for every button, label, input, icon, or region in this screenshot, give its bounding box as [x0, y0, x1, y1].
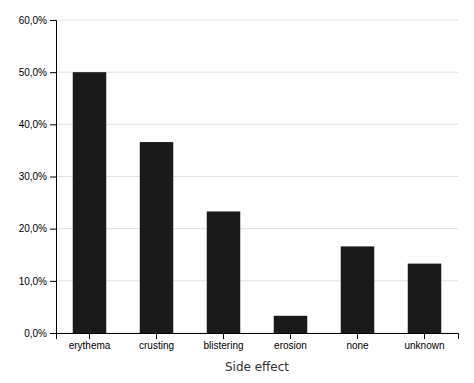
plot: 0,0% 10,0% 20,0% 30,0% 40,0% 50,0% 60,0% erythe… — [19, 15, 459, 351]
y-tick-mark — [50, 333, 56, 334]
y-tick: 40,0% — [19, 119, 56, 130]
y-tick: 20,0% — [19, 223, 56, 234]
x-tick: erythema — [69, 333, 111, 351]
y-tick: 30,0% — [19, 171, 56, 182]
bars — [73, 72, 442, 333]
grid-line — [56, 280, 458, 281]
y-tick-label: 40,0% — [19, 119, 47, 130]
x-tick-mark — [357, 333, 358, 339]
chart: 0,0% 10,0% 20,0% 30,0% 40,0% 50,0% 60,0% erythe… — [0, 0, 474, 383]
x-tick-label: erosion — [274, 340, 307, 351]
x-tick: none — [346, 333, 369, 351]
y-tick-label: 60,0% — [19, 15, 47, 26]
y-tick: 50,0% — [19, 67, 56, 78]
y-tick: 60,0% — [19, 15, 56, 26]
bar — [408, 264, 442, 333]
x-tick-label: erythema — [69, 340, 111, 351]
x-tick-mark — [89, 333, 90, 339]
x-tick-label: crusting — [139, 340, 174, 351]
y-tick-label: 10,0% — [19, 276, 47, 287]
y-tick-mark — [50, 72, 56, 73]
x-tick-label: blistering — [203, 340, 243, 351]
y-tick-mark — [50, 124, 56, 125]
y-tick-label: 50,0% — [19, 67, 47, 78]
bar — [207, 211, 241, 333]
y-axis: 0,0% 10,0% 20,0% 30,0% 40,0% 50,0% 60,0% — [19, 15, 57, 339]
x-tick-mark — [290, 333, 291, 339]
grid-line — [56, 72, 458, 73]
grid-line — [56, 20, 458, 21]
bar — [274, 316, 308, 333]
x-tick: crusting — [139, 333, 174, 351]
grid — [56, 20, 458, 333]
grid-line — [56, 124, 458, 125]
x-axis-title: Side effect — [225, 360, 289, 374]
y-tick-label: 0,0% — [24, 328, 47, 339]
x-tick-label: unknown — [404, 340, 444, 351]
y-tick: 10,0% — [19, 276, 56, 287]
bar — [73, 72, 107, 333]
x-tick-mark — [424, 333, 425, 339]
x-axis: erythema crusting blistering erosion none unk… — [57, 333, 459, 351]
x-tick: erosion — [274, 333, 307, 351]
x-tick: unknown — [404, 333, 444, 351]
y-tick: 0,0% — [24, 328, 56, 339]
x-tick-mark — [223, 333, 224, 339]
y-tick-mark — [50, 20, 56, 21]
bar — [140, 142, 174, 333]
y-axis-line — [50, 21, 57, 334]
y-tick-mark — [50, 229, 56, 230]
grid-line — [56, 228, 458, 229]
x-tick-label: none — [346, 340, 369, 351]
bar — [341, 246, 375, 333]
y-tick-label: 20,0% — [19, 223, 47, 234]
x-axis-line — [57, 334, 459, 340]
x-tick-mark — [156, 333, 157, 339]
grid-line — [56, 176, 458, 177]
y-tick-label: 30,0% — [19, 171, 47, 182]
y-tick-mark — [50, 281, 56, 282]
y-tick-mark — [50, 177, 56, 178]
x-tick: blistering — [203, 333, 243, 351]
